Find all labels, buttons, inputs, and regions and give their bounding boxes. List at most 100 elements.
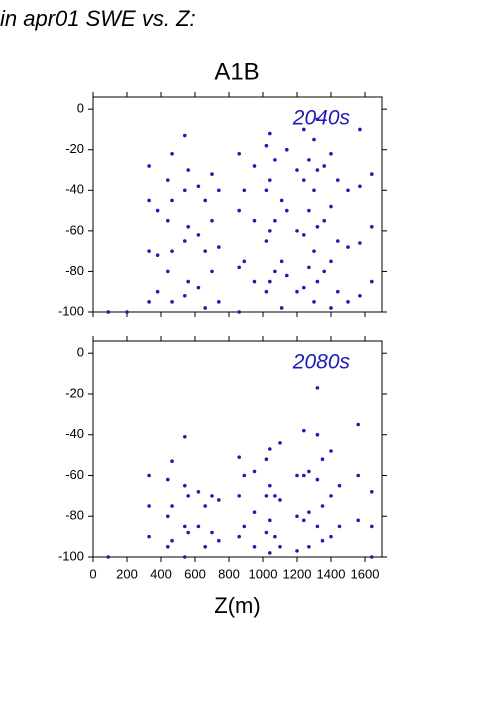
data-point bbox=[237, 310, 241, 314]
data-point bbox=[186, 225, 190, 229]
data-point bbox=[264, 239, 269, 243]
data-point bbox=[370, 555, 374, 559]
data-point bbox=[315, 524, 320, 529]
data-point bbox=[315, 279, 320, 284]
data-point bbox=[147, 164, 151, 168]
data-point bbox=[186, 494, 190, 498]
data-point bbox=[252, 469, 257, 474]
data-point bbox=[210, 218, 214, 223]
data-point bbox=[312, 249, 316, 253]
data-point bbox=[242, 188, 247, 193]
data-point bbox=[147, 504, 151, 508]
data-point bbox=[268, 178, 272, 182]
data-point bbox=[170, 459, 174, 464]
data-point bbox=[356, 473, 361, 478]
data-point bbox=[147, 300, 151, 304]
data-point bbox=[237, 265, 241, 270]
data-point bbox=[329, 151, 333, 156]
data-point bbox=[166, 218, 170, 223]
data-point bbox=[312, 300, 316, 304]
y-tick-label: -80 bbox=[65, 508, 84, 523]
data-point bbox=[278, 441, 282, 445]
data-point bbox=[346, 245, 350, 249]
y-tick-label: -40 bbox=[65, 426, 84, 441]
data-point bbox=[264, 143, 269, 148]
plot-frame bbox=[92, 340, 383, 558]
data-point bbox=[302, 285, 306, 290]
data-point bbox=[302, 178, 306, 182]
data-point bbox=[155, 208, 160, 213]
data-point bbox=[186, 168, 190, 172]
data-point bbox=[336, 239, 340, 243]
data-point bbox=[183, 555, 187, 559]
data-point bbox=[295, 549, 299, 553]
data-point bbox=[196, 184, 201, 189]
data-point bbox=[279, 306, 284, 310]
data-point bbox=[170, 151, 174, 156]
data-point bbox=[183, 133, 187, 138]
x-tick-label: 800 bbox=[218, 566, 240, 581]
data-point bbox=[273, 534, 277, 539]
data-point bbox=[336, 178, 340, 182]
data-point bbox=[329, 259, 333, 264]
data-point bbox=[329, 306, 333, 310]
data-point bbox=[307, 158, 311, 162]
y-tick-label: -60 bbox=[65, 467, 84, 482]
data-point bbox=[329, 534, 333, 539]
data-point bbox=[370, 172, 374, 176]
data-point bbox=[264, 188, 269, 193]
y-tick-label: -20 bbox=[65, 385, 84, 400]
data-point bbox=[147, 534, 151, 539]
data-point bbox=[302, 233, 306, 237]
data-point bbox=[302, 473, 306, 478]
data-point bbox=[125, 310, 129, 314]
x-tick-label: 1200 bbox=[283, 566, 312, 581]
data-point bbox=[337, 524, 342, 529]
data-point bbox=[302, 518, 306, 523]
data-point bbox=[315, 117, 320, 122]
data-point bbox=[217, 300, 221, 304]
data-point bbox=[358, 184, 362, 189]
data-point bbox=[183, 239, 187, 243]
data-point bbox=[203, 504, 207, 508]
data-point bbox=[315, 432, 320, 437]
data-point bbox=[295, 168, 299, 172]
data-point bbox=[302, 127, 306, 132]
data-point bbox=[358, 293, 362, 298]
data-point bbox=[302, 428, 306, 433]
x-tick-label: 400 bbox=[150, 566, 172, 581]
data-point bbox=[147, 249, 151, 253]
panel-annotation: 2040s bbox=[292, 107, 351, 130]
data-point bbox=[196, 489, 201, 494]
data-point bbox=[264, 457, 269, 461]
data-point bbox=[278, 545, 282, 549]
data-point bbox=[273, 218, 277, 223]
data-point bbox=[307, 510, 311, 514]
x-tick-label: 0 bbox=[89, 566, 96, 581]
data-point bbox=[268, 229, 272, 233]
data-point bbox=[307, 208, 311, 213]
data-point bbox=[370, 489, 374, 494]
y-tick-label: -60 bbox=[65, 222, 84, 237]
data-point bbox=[320, 538, 325, 543]
data-point bbox=[312, 137, 316, 142]
data-point bbox=[186, 279, 190, 284]
data-point bbox=[356, 518, 361, 523]
data-point bbox=[217, 538, 221, 543]
data-point bbox=[295, 289, 299, 294]
data-point bbox=[336, 289, 340, 294]
data-point bbox=[307, 469, 311, 474]
y-tick-label: -80 bbox=[65, 263, 84, 278]
x-tick-label: 600 bbox=[184, 566, 206, 581]
data-point bbox=[237, 494, 241, 498]
data-point bbox=[285, 208, 289, 213]
data-point bbox=[210, 172, 214, 176]
data-point bbox=[358, 241, 362, 245]
data-point bbox=[264, 494, 269, 498]
data-point bbox=[315, 477, 320, 482]
data-point bbox=[264, 530, 269, 535]
data-point bbox=[264, 289, 269, 294]
data-point bbox=[268, 518, 272, 523]
data-point bbox=[273, 158, 277, 162]
